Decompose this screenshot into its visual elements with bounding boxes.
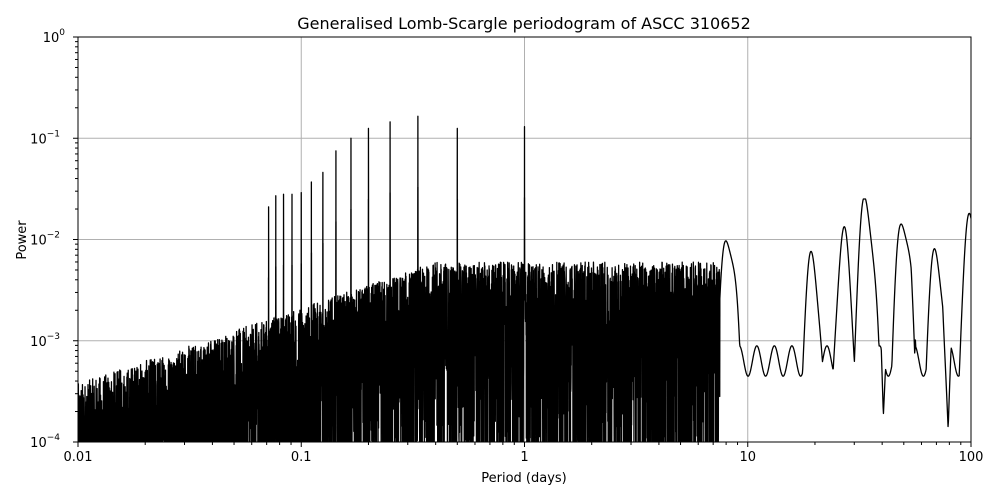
x-tick-label: 1	[520, 450, 528, 465]
x-tick-label: 100	[959, 450, 984, 465]
y-axis-label: Power	[15, 220, 30, 260]
y-tick-label: 10−2	[30, 231, 60, 249]
x-tick-label: 0.01	[64, 450, 93, 465]
y-tick-label: 100	[43, 28, 66, 46]
x-tick-label: 0.1	[291, 450, 312, 465]
x-axis-label: Period (days)	[481, 471, 567, 486]
chart-title: Generalised Lomb-Scargle periodogram of …	[297, 14, 751, 33]
y-tick-label: 10−3	[30, 332, 60, 350]
y-tick-label: 10−4	[30, 433, 60, 451]
power-series-line	[78, 115, 971, 442]
y-tick-label: 10−1	[30, 129, 60, 147]
x-tick-label: 10	[739, 450, 756, 465]
